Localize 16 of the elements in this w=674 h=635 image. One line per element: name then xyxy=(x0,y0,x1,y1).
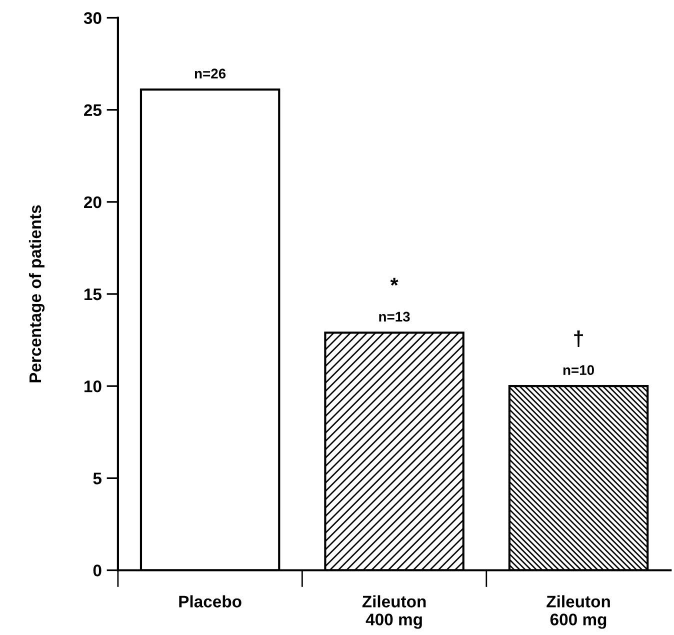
y-tick-label: 30 xyxy=(84,12,102,24)
annotation: † xyxy=(574,330,583,348)
y-tick-label: 15 xyxy=(84,288,102,300)
annotation: n=13 xyxy=(379,312,410,322)
y-tick-label: 10 xyxy=(84,380,102,392)
annotation: * xyxy=(390,278,398,286)
x-tick-label: Zileuton 400 mg xyxy=(362,595,426,629)
y-tick-label: 5 xyxy=(93,472,102,484)
annotation: n=26 xyxy=(194,68,226,79)
y-tick-label: 20 xyxy=(84,196,102,208)
x-tick-label: Zileuton 600 mg xyxy=(546,595,610,629)
y-tick-label: 25 xyxy=(84,104,102,116)
y-axis-title: Percentage of patients xyxy=(28,205,45,382)
y-tick-label: 0 xyxy=(93,564,102,576)
x-tick-label: Placebo xyxy=(179,595,242,608)
annotation: n=10 xyxy=(563,365,594,375)
